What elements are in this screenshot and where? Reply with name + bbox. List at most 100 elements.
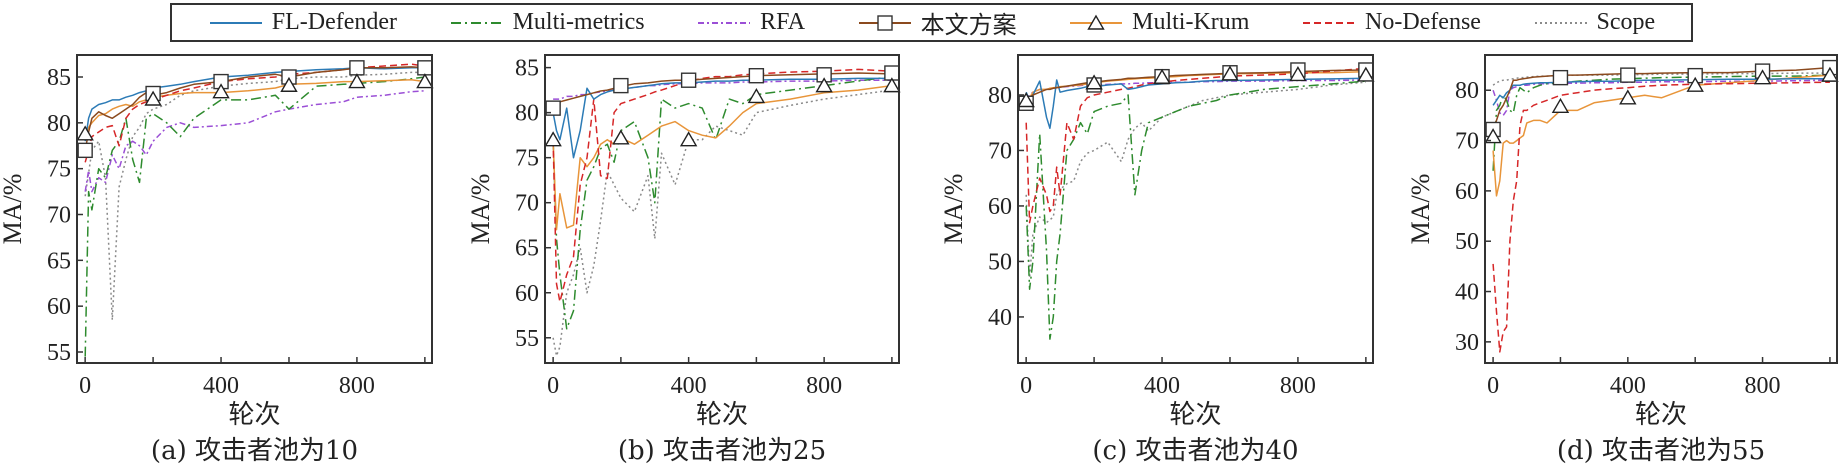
marker-square	[613, 77, 629, 94]
series-line-Multi-Krum	[1025, 70, 1366, 102]
y-tick-label: 50	[988, 249, 1012, 275]
y-axis-label: MA/%	[1406, 174, 1435, 245]
series-line-本文方案	[1025, 69, 1366, 104]
marker-triangle	[1686, 76, 1704, 92]
marker-square	[748, 68, 765, 84]
series-line-Multi-metrics	[1492, 74, 1830, 171]
series-line-本文方案	[84, 66, 425, 151]
series-line-Scope	[84, 71, 425, 321]
legend-label: Scope	[1596, 9, 1656, 35]
y-tick-label: 85	[47, 65, 71, 91]
marker-square	[349, 60, 365, 76]
marker-triangle	[1289, 66, 1307, 82]
marker-square	[1552, 69, 1569, 86]
y-tick-label: 65	[515, 236, 539, 262]
marker-triangle	[416, 73, 434, 89]
series-line-Scope	[1025, 81, 1366, 279]
series-line-Multi-metrics	[84, 76, 425, 357]
panel-caption: (b) 攻击者池为25	[618, 436, 826, 466]
series-line-No-Defense	[552, 68, 892, 303]
series-group	[552, 68, 892, 357]
y-axis-label: MA/%	[0, 174, 27, 245]
panel-caption: (d) 攻击者池为55	[1557, 436, 1765, 466]
legend-item: RFA	[696, 9, 805, 36]
marker-triangle	[1017, 92, 1035, 108]
y-tick-label: 60	[988, 194, 1012, 220]
series-line-Scope	[552, 89, 892, 357]
y-tick-label: 70	[1455, 129, 1479, 155]
marker-triangle	[815, 77, 833, 93]
marker-square	[77, 142, 93, 159]
legend-swatch	[698, 21, 751, 24]
marker-square	[680, 72, 697, 88]
y-tick-label: 60	[1455, 179, 1479, 205]
panel-caption: (c) 攻击者池为40	[1092, 436, 1298, 466]
chart-panel: 0 400 800 55 60 65 70 75 80 85 MA/% 轮次 (b) 攻击者池为25	[466, 54, 901, 466]
series-line-Multi-metrics	[1025, 80, 1366, 340]
marker-triangle	[544, 131, 562, 147]
legend-item: Multi-Krum	[1068, 9, 1249, 36]
legend-item: Scope	[1533, 9, 1656, 36]
series-line-No-Defense	[1025, 67, 1366, 224]
marker-triangle	[144, 90, 162, 106]
marker-triangle	[1753, 69, 1772, 85]
series-line-No-Defense	[84, 63, 425, 163]
series-group	[1025, 67, 1366, 340]
y-tick-label: 85	[515, 56, 539, 82]
marker-triangle	[1085, 74, 1103, 90]
x-tick-label: 0	[79, 373, 91, 399]
legend-marker-square	[876, 14, 893, 31]
y-tick-label: 40	[1455, 280, 1479, 306]
legend-label: 本文方案	[920, 13, 1017, 39]
legend-item: No-Defense	[1301, 9, 1481, 36]
panel-caption: (a) 攻击者池为10	[151, 436, 358, 466]
y-axis-label: MA/%	[466, 174, 495, 245]
marker-square	[545, 100, 561, 116]
series-group	[1492, 66, 1830, 353]
x-tick-label: 400	[203, 373, 239, 399]
y-tick-label: 80	[1455, 78, 1479, 104]
chart-panel: 0 400 800 30 40 50 60 70 80 MA/% 轮次 (d) 攻击者池为55	[1406, 54, 1839, 466]
y-tick-label: 70	[988, 138, 1012, 164]
series-line-No-Defense	[1492, 81, 1830, 353]
marker-triangle	[1357, 66, 1375, 82]
marker-square	[1620, 67, 1636, 83]
series-line-RFA	[1492, 79, 1830, 117]
x-tick-label: 0	[547, 373, 559, 399]
y-tick-label: 60	[47, 294, 71, 320]
x-tick-label: 400	[1144, 373, 1180, 399]
marker-triangle	[1153, 68, 1171, 84]
marker-triangle	[1484, 128, 1502, 144]
legend-swatch	[1534, 21, 1587, 24]
x-axis-label: 轮次	[1169, 400, 1221, 430]
y-tick-label: 40	[988, 305, 1012, 331]
legend-label: Multi-metrics	[512, 9, 645, 35]
legend-swatch	[858, 14, 911, 31]
marker-triangle	[612, 129, 630, 145]
x-axis-label: 轮次	[696, 400, 748, 430]
marker-square	[417, 60, 433, 76]
y-tick-label: 75	[515, 146, 539, 172]
series-line-Multi-Krum	[552, 84, 892, 231]
marker-triangle	[747, 88, 766, 104]
legend-swatch	[1070, 14, 1123, 30]
marker-triangle	[76, 125, 94, 141]
y-tick-label: 30	[1455, 330, 1479, 356]
series-line-Multi-metrics	[552, 75, 892, 330]
legend-label: No-Defense	[1365, 9, 1481, 35]
marker-triangle	[1619, 89, 1637, 105]
y-tick-label: 55	[47, 340, 71, 366]
y-axis-label: MA/%	[939, 174, 968, 245]
y-tick-label: 60	[515, 281, 539, 307]
y-tick-label: 80	[988, 83, 1012, 109]
y-tick-label: 70	[47, 203, 71, 229]
y-tick-label: 65	[47, 248, 71, 274]
x-tick-label: 800	[1745, 373, 1781, 399]
marker-triangle	[679, 131, 698, 147]
legend-label: FL-Defender	[271, 9, 398, 35]
legend: FL-Defender Multi-metrics RFA 本文方案 Multi-Kru…	[170, 3, 1693, 42]
legend-item: FL-Defender	[208, 9, 397, 36]
y-tick-label: 50	[1455, 229, 1479, 255]
axes-frame	[544, 54, 900, 364]
